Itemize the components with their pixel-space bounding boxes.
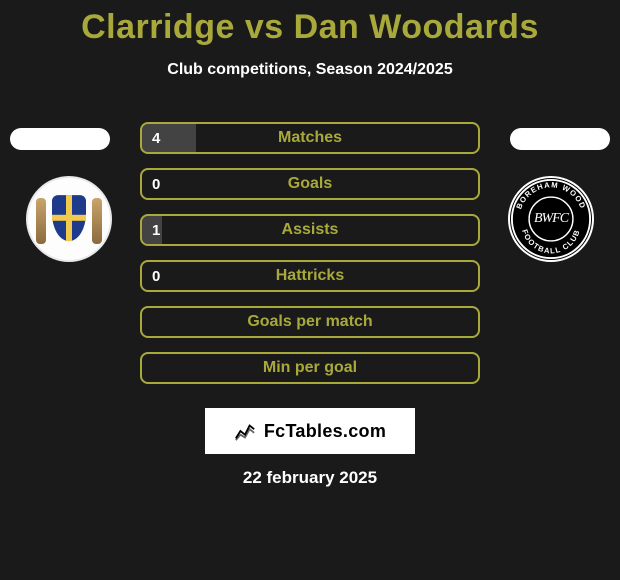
badge-right-supporter <box>92 198 102 244</box>
stat-label: Assists <box>140 214 480 246</box>
page-title: Clarridge vs Dan Woodards <box>0 0 620 47</box>
stat-value-left: 4 <box>152 122 160 154</box>
stat-label: Matches <box>140 122 480 154</box>
badge-left-supporter <box>36 198 46 244</box>
stat-label: Goals per match <box>140 306 480 338</box>
stat-row-min-per-goal: Min per goal <box>140 352 480 384</box>
page-subtitle: Club competitions, Season 2024/2025 <box>0 61 620 79</box>
stat-value-left: 0 <box>152 260 160 292</box>
stat-label: Hattricks <box>140 260 480 292</box>
brand-bar: FcTables.com <box>205 408 415 454</box>
stat-row-assists: 1Assists <box>140 214 480 246</box>
stat-row-goals: 0Goals <box>140 168 480 200</box>
badge-cross-horizontal <box>52 215 86 221</box>
stat-label: Goals <box>140 168 480 200</box>
brand-text: FcTables.com <box>264 421 386 442</box>
badge-monogram: BWFC <box>534 211 568 227</box>
club-badge-right: BOREHAM WOOD FOOTBALL CLUB BWFC <box>508 176 594 262</box>
stat-row-goals-per-match: Goals per match <box>140 306 480 338</box>
stat-row-matches: 4Matches <box>140 122 480 154</box>
stat-value-left: 0 <box>152 168 160 200</box>
footer-date: 22 february 2025 <box>0 468 620 488</box>
stat-value-left: 1 <box>152 214 160 246</box>
brand-logo-icon <box>234 420 256 442</box>
stat-label: Min per goal <box>140 352 480 384</box>
stat-row-hattricks: 0Hattricks <box>140 260 480 292</box>
player-left-name-pill <box>10 128 110 150</box>
player-right-name-pill <box>510 128 610 150</box>
club-badge-left <box>26 176 112 262</box>
stat-bars: 4Matches0Goals1Assists0HattricksGoals pe… <box>140 122 480 398</box>
comparison-card: Clarridge vs Dan Woodards Club competiti… <box>0 0 620 580</box>
